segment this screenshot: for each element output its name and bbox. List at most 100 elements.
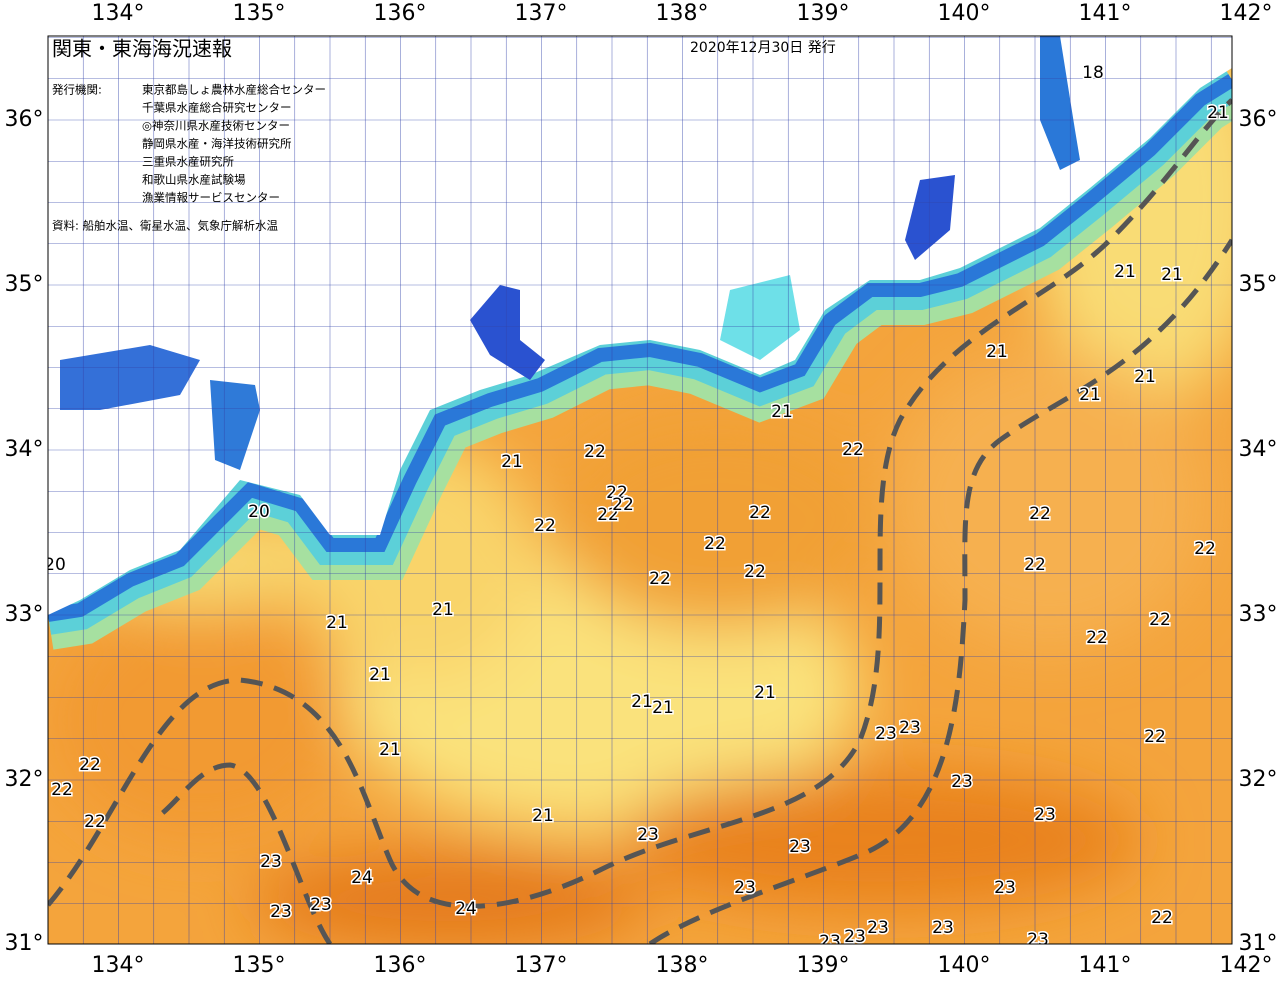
isotherm-label: 21 bbox=[1134, 367, 1156, 387]
latitude-label: 35° bbox=[1239, 272, 1278, 297]
isotherm-label: 23 bbox=[1027, 930, 1049, 950]
isotherm-label: 23 bbox=[789, 837, 811, 857]
isotherm-label: 22 bbox=[584, 442, 606, 462]
isotherm-label: 24 bbox=[455, 899, 477, 919]
isotherm-label: 21 bbox=[501, 452, 523, 472]
latitude-label: 36° bbox=[5, 107, 44, 132]
issuer: 漁業情報サービスセンター bbox=[142, 191, 280, 205]
issue-date: 2020年12月30日 発行 bbox=[690, 40, 836, 56]
isotherm-label: 22 bbox=[606, 483, 628, 503]
isotherm-label: 23 bbox=[734, 878, 756, 898]
longitude-label: 140° bbox=[938, 953, 991, 978]
grid bbox=[48, 36, 1232, 944]
coastal-band bbox=[48, 74, 1232, 622]
ise-bay bbox=[470, 285, 545, 380]
isotherm-label: 23 bbox=[867, 918, 889, 938]
isotherm-label: 22 bbox=[1029, 504, 1051, 524]
issuers-label: 発行機関: bbox=[52, 83, 102, 97]
issuer: 三重県水産研究所 bbox=[142, 155, 234, 169]
isotherm-label: 21 bbox=[754, 683, 776, 703]
osaka-bay bbox=[210, 380, 260, 470]
isotherm-label: 22 bbox=[51, 780, 73, 800]
longitude-label: 134° bbox=[92, 953, 145, 978]
isotherm-label: 21 bbox=[652, 698, 674, 718]
isotherm-label: 22 bbox=[79, 755, 101, 775]
latitude-label: 32° bbox=[5, 767, 44, 792]
latitude-label: 33° bbox=[1239, 602, 1278, 627]
longitude-label: 138° bbox=[656, 1, 709, 26]
isotherm-label: 23 bbox=[994, 878, 1016, 898]
isotherm-label: 22 bbox=[1151, 908, 1173, 928]
isotherm-label: 23 bbox=[637, 825, 659, 845]
isotherm-label: 21 bbox=[1207, 103, 1229, 123]
isotherm-label: 23 bbox=[310, 895, 332, 915]
longitude-label: 135° bbox=[233, 953, 286, 978]
title: 関東・東海海況速報 bbox=[52, 37, 232, 61]
longitude-label: 141° bbox=[1079, 1, 1132, 26]
isotherm-label: 23 bbox=[951, 772, 973, 792]
current-paths bbox=[48, 98, 1232, 944]
isotherm-label: 21 bbox=[771, 402, 793, 422]
isotherm-label: 23 bbox=[1034, 805, 1056, 825]
longitude-label: 134° bbox=[92, 1, 145, 26]
issuer: 東京都島しょ農林水産総合センター bbox=[142, 83, 326, 97]
longitude-label: 136° bbox=[374, 953, 427, 978]
latitude-label: 35° bbox=[5, 272, 44, 297]
isotherm-label: 21 bbox=[369, 665, 391, 685]
isotherm-label: 21 bbox=[326, 613, 348, 633]
isotherm-label: 22 bbox=[649, 569, 671, 589]
isotherm-label: 22 bbox=[1024, 555, 1046, 575]
isotherm-label: 22 bbox=[597, 505, 619, 525]
isotherm-label: 18 bbox=[1082, 63, 1104, 83]
suruga-bay bbox=[720, 275, 800, 360]
longitude-label: 139° bbox=[797, 953, 850, 978]
latitude-label: 32° bbox=[1239, 767, 1278, 792]
isotherm-label: 22 bbox=[704, 534, 726, 554]
longitude-label: 142° bbox=[1220, 953, 1273, 978]
latitude-label: 34° bbox=[1239, 437, 1278, 462]
isotherm-label: 22 bbox=[749, 503, 771, 523]
isotherm-label: 20 bbox=[248, 502, 270, 522]
tokyo-bay bbox=[905, 175, 955, 260]
isotherm-label: 22 bbox=[1149, 610, 1171, 630]
isotherm-label: 22 bbox=[1194, 539, 1216, 559]
isotherm-label: 21 bbox=[532, 806, 554, 826]
isotherm-label: 23 bbox=[844, 927, 866, 947]
isotherm-label: 23 bbox=[932, 918, 954, 938]
isotherm-label: 21 bbox=[1161, 265, 1183, 285]
isotherm-label: 21 bbox=[1079, 385, 1101, 405]
isotherm-label: 22 bbox=[1086, 628, 1108, 648]
issuer: 静岡県水産・海洋技術研究所 bbox=[142, 137, 292, 151]
latitude-label: 31° bbox=[5, 931, 44, 956]
map-frame bbox=[47, 35, 1233, 945]
axes: 134° 134° 135° 135° 136° 136° 137° 137° 138° 138°… bbox=[5, 1, 1278, 978]
isotherm-label: 24 bbox=[351, 868, 373, 888]
latitude-label: 31° bbox=[1239, 931, 1278, 956]
issuer: ◎神奈川県水産技術センター bbox=[142, 119, 290, 133]
latitude-label: 33° bbox=[5, 602, 44, 627]
isotherm-label: 21 bbox=[986, 342, 1008, 362]
latitude-label: 34° bbox=[5, 437, 44, 462]
longitude-label: 141° bbox=[1079, 953, 1132, 978]
seto-sea bbox=[60, 345, 200, 410]
isotherm-label: 21 bbox=[631, 692, 653, 712]
issuer: 千葉県水産総合研究センター bbox=[142, 101, 292, 115]
latitude-label: 36° bbox=[1239, 107, 1278, 132]
longitude-label: 135° bbox=[233, 1, 286, 26]
isotherm-label: 22 bbox=[744, 562, 766, 582]
isotherm-label: 20 bbox=[44, 555, 66, 575]
isotherm-label: 23 bbox=[270, 902, 292, 922]
longitude-label: 136° bbox=[374, 1, 427, 26]
isotherm-label: 22 bbox=[534, 516, 556, 536]
longitude-label: 137° bbox=[515, 953, 568, 978]
isotherm-label: 23 bbox=[819, 932, 841, 952]
isotherm-label: 23 bbox=[899, 718, 921, 738]
isotherm-label: 23 bbox=[875, 724, 897, 744]
isotherm-label: 21 bbox=[379, 740, 401, 760]
isotherm-label: 22 bbox=[612, 495, 634, 515]
isotherm-label: 21 bbox=[432, 600, 454, 620]
